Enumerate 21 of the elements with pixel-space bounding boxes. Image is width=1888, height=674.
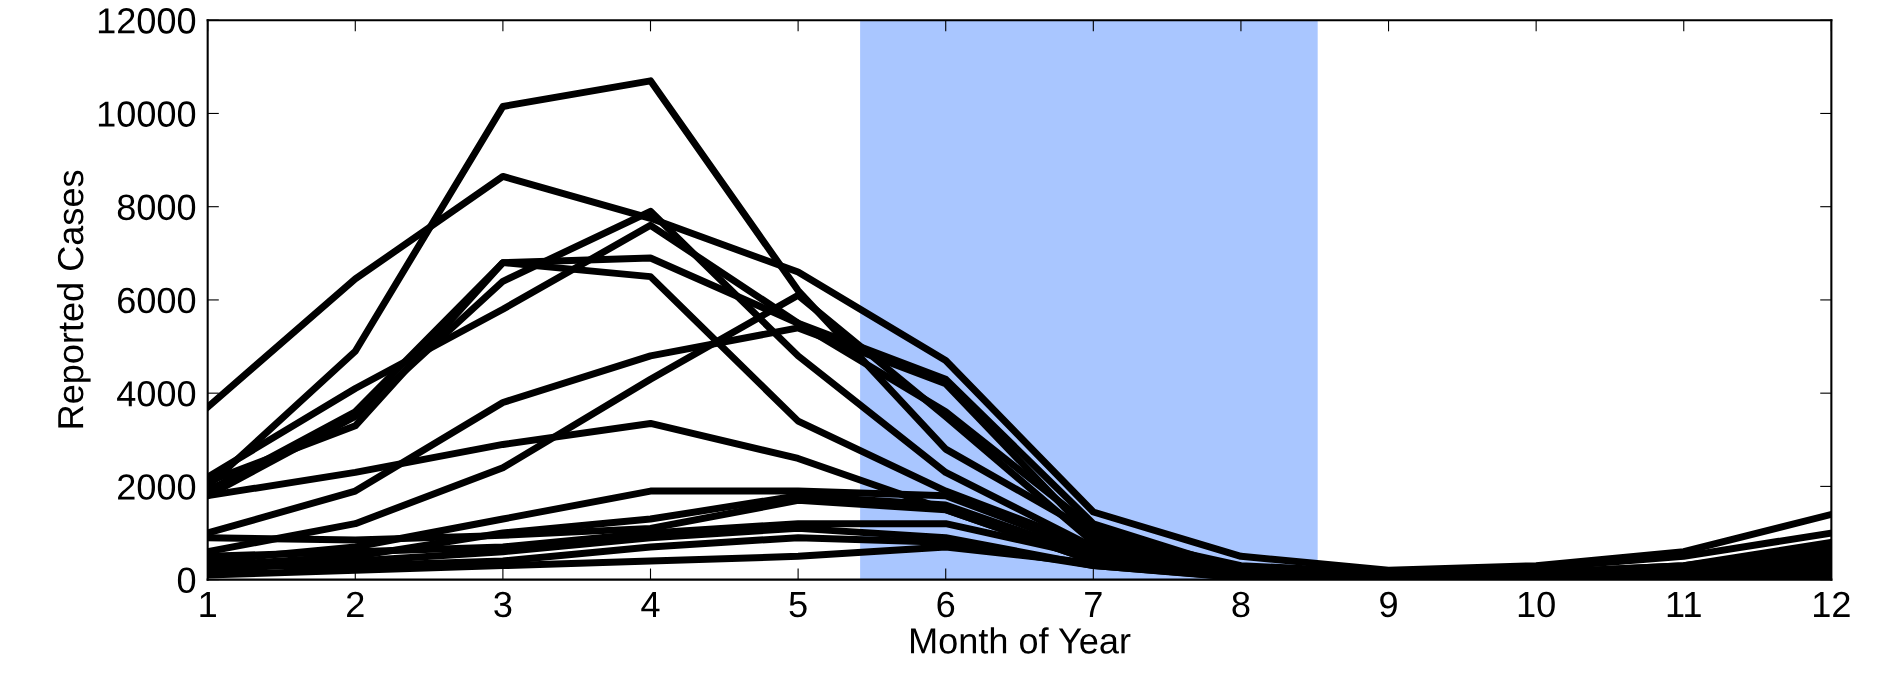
x-tick-label: 5 xyxy=(789,592,807,618)
y-tick-label: 2000 xyxy=(118,474,196,500)
x-tick-label: 3 xyxy=(494,591,512,618)
y-tick-label: 10000 xyxy=(98,101,196,127)
x-tick-label: 2 xyxy=(347,591,364,617)
y-tick-label: 6000 xyxy=(118,287,196,314)
x-tick-label: 1 xyxy=(200,592,216,617)
x-axis-title: Month of Year xyxy=(911,627,1131,654)
x-tick-label: 12 xyxy=(1814,591,1850,617)
x-tick-label: 8 xyxy=(1232,591,1250,618)
y-tick-label: 8000 xyxy=(117,194,196,221)
x-tick-label: 6 xyxy=(937,591,955,618)
x-tick-label: 11 xyxy=(1667,592,1701,617)
y-tick-label: 0 xyxy=(177,567,196,594)
y-tick-label: 12000 xyxy=(98,8,196,34)
y-tick-label: 4000 xyxy=(117,381,196,407)
y-axis-title: Reported Cases xyxy=(56,170,91,428)
x-tick-label: 4 xyxy=(641,592,660,617)
x-tick-label: 9 xyxy=(1380,591,1397,618)
x-tick-label: 7 xyxy=(1085,592,1102,617)
x-tick-label: 10 xyxy=(1518,591,1555,618)
